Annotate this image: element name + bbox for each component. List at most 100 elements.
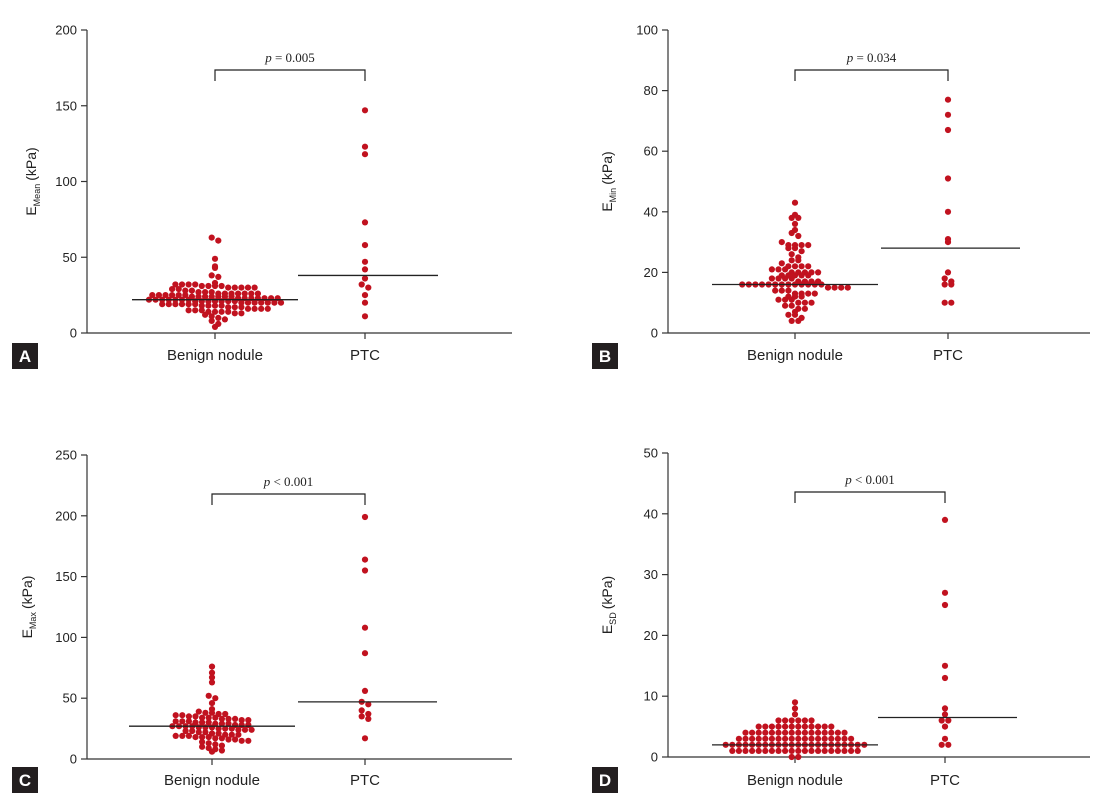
data-point [195,729,202,736]
data-point [801,723,809,730]
data-point [941,723,949,730]
data-point [795,717,802,724]
data-point [795,753,802,761]
significance-bracket [794,491,946,503]
data-point [945,741,952,748]
y-axis-label-main: E [599,202,615,211]
y-axis-label: EMean (kPa) [23,147,42,215]
data-point [944,111,952,118]
data-point [215,293,222,300]
data-point [258,305,265,312]
data-point [232,736,239,743]
data-point [205,302,212,309]
panel-badge [12,767,38,793]
data-point [232,715,239,723]
data-point [195,289,202,296]
data-point [944,239,952,246]
data-point [169,292,176,299]
data-point [218,742,225,749]
y-tick-label: 50 [63,691,77,706]
data-point [218,282,225,290]
panel-letter: B [599,347,611,366]
data-point [944,208,952,215]
data-point [205,719,212,726]
data-point [208,679,216,686]
data-point [208,700,216,707]
data-point [768,729,776,736]
data-point [208,293,215,300]
data-point [795,735,802,742]
data-point [831,284,838,291]
data-point [749,747,756,755]
data-point [365,284,372,291]
data-point [235,726,242,733]
data-point [948,299,955,306]
data-point [225,736,232,743]
data-point [179,712,186,719]
data-point [179,732,186,740]
data-point [205,714,212,721]
data-point [798,293,805,300]
data-point [755,747,762,755]
data-point [808,729,815,736]
data-point [805,242,812,249]
data-point [844,284,851,291]
y-axis-label: ESD (kPa) [599,576,618,634]
p-symbol: p [264,50,272,65]
data-point [198,302,205,309]
data-point [202,729,209,736]
data-point [185,281,192,288]
data-point [821,723,828,730]
data-point [202,293,209,300]
data-point [365,715,372,723]
data-point [768,747,776,755]
data-point [212,695,219,702]
data-point [238,737,245,744]
p-value-label: p < 0.001 [263,474,314,489]
data-point [241,290,248,297]
data-point [791,705,799,712]
p-symbol: p [263,474,271,489]
data-point [941,674,949,682]
data-point [944,269,952,276]
data-point [185,307,192,314]
data-point [782,296,789,303]
data-point [172,281,179,288]
data-point [208,724,216,731]
data-point [208,272,215,279]
data-point [821,729,828,736]
y-tick-label: 50 [644,446,658,461]
data-point [778,287,785,294]
data-point [941,281,948,288]
data-point [208,669,216,676]
category-label: Benign nodule [164,772,260,789]
data-point [815,747,822,755]
data-point [749,729,756,736]
y-tick-label: 150 [55,569,77,584]
p-symbol: p [844,472,852,487]
data-point [202,311,209,318]
data-point [795,317,802,324]
p-symbol: p [846,50,854,65]
data-point [788,317,795,324]
data-point [815,735,822,742]
data-point [199,734,206,741]
data-point [159,301,166,308]
y-axis-label: EMin (kPa) [599,151,618,211]
data-point [192,307,199,314]
data-point [162,292,169,299]
y-axis-label-sub: Min [608,188,618,203]
data-point [791,220,799,227]
y-axis-label-unit: (kPa) [23,147,39,180]
data-point [801,747,809,755]
y-tick-label: 50 [63,250,77,265]
data-point [944,175,952,182]
data-point [189,727,196,735]
y-tick-label: 60 [644,144,658,159]
data-point [782,747,789,755]
data-point [185,713,192,720]
data-point [215,314,222,321]
y-axis-label-sub: SD [608,612,618,625]
data-point [775,729,782,736]
data-point [365,701,372,708]
